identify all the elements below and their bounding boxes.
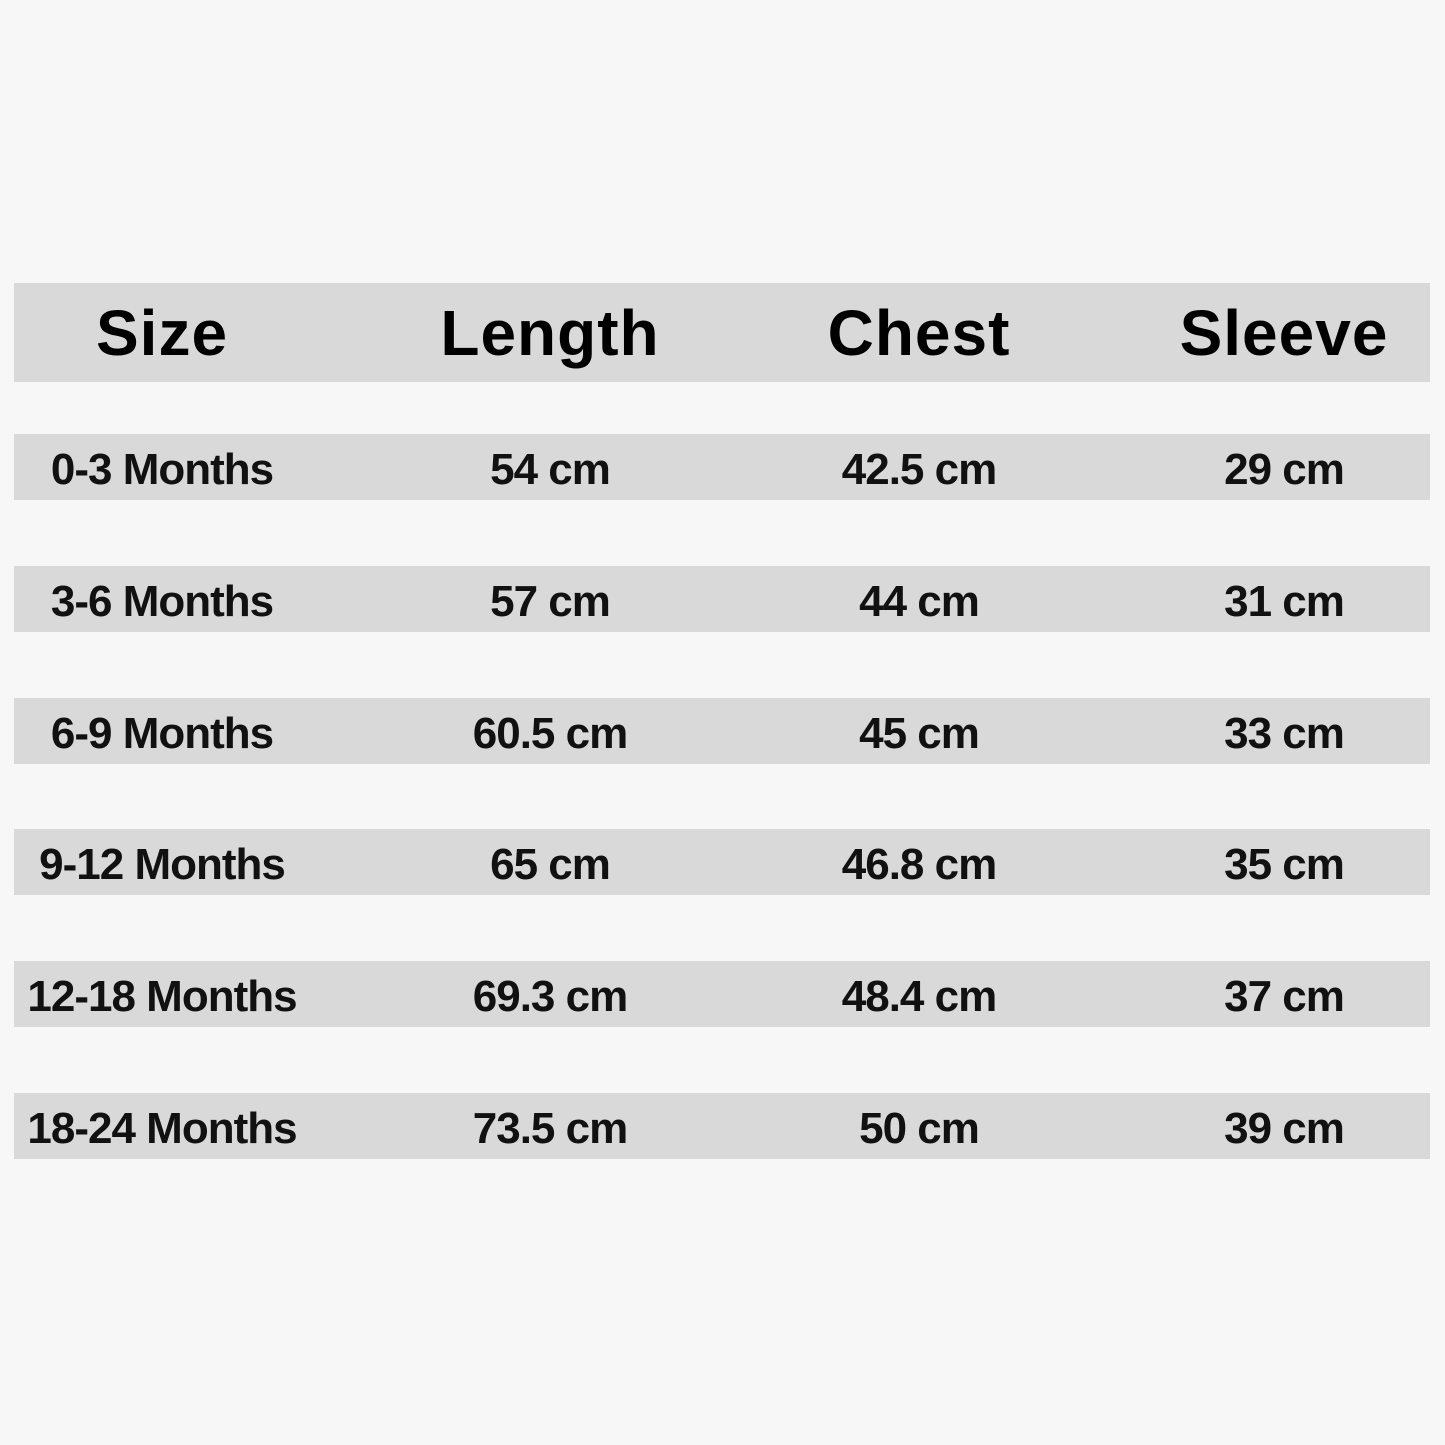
row-band	[14, 1093, 1430, 1159]
table-cell: 0-3 Months	[50, 445, 274, 494]
table-cell: 33 cm	[1224, 708, 1345, 758]
table-cell: 18-24 Months	[27, 1104, 297, 1153]
table-cell: 6-9 Months	[50, 708, 274, 758]
table-cell: 46.8 cm	[841, 840, 997, 890]
table-cell: 9-12 Months	[39, 840, 286, 890]
header-cell: Size	[95, 297, 229, 369]
row-band	[14, 434, 1430, 500]
table-cell: 45 cm	[859, 708, 980, 758]
table-cell: 39 cm	[1224, 1104, 1345, 1153]
table-cell: 65 cm	[490, 840, 611, 890]
header-band	[14, 283, 1430, 382]
table-cell: 35 cm	[1224, 840, 1345, 890]
table-cell: 48.4 cm	[841, 972, 997, 1022]
header-cell: Length	[440, 297, 660, 369]
header-cell: Chest	[827, 297, 1011, 369]
row-band	[14, 829, 1430, 896]
table-cell: 31 cm	[1224, 576, 1345, 626]
table-cell: 57 cm	[490, 576, 611, 626]
table-cell: 54 cm	[490, 445, 611, 494]
table-cell: 37 cm	[1224, 972, 1345, 1022]
header-cell: Sleeve	[1179, 297, 1389, 369]
table-cell: 50 cm	[859, 1104, 980, 1153]
row-band	[14, 961, 1430, 1028]
table-cell: 12-18 Months	[27, 972, 297, 1022]
table-cell: 73.5 cm	[472, 1104, 628, 1153]
table-cell: 69.3 cm	[472, 972, 628, 1022]
row-band	[14, 697, 1430, 764]
table-cell: 44 cm	[859, 576, 980, 626]
table-cell: 3-6 Months	[50, 576, 274, 626]
table-cell: 42.5 cm	[841, 445, 997, 494]
table-cell: 29 cm	[1224, 445, 1345, 494]
table-cell: 60.5 cm	[472, 708, 628, 758]
row-band	[14, 565, 1430, 632]
